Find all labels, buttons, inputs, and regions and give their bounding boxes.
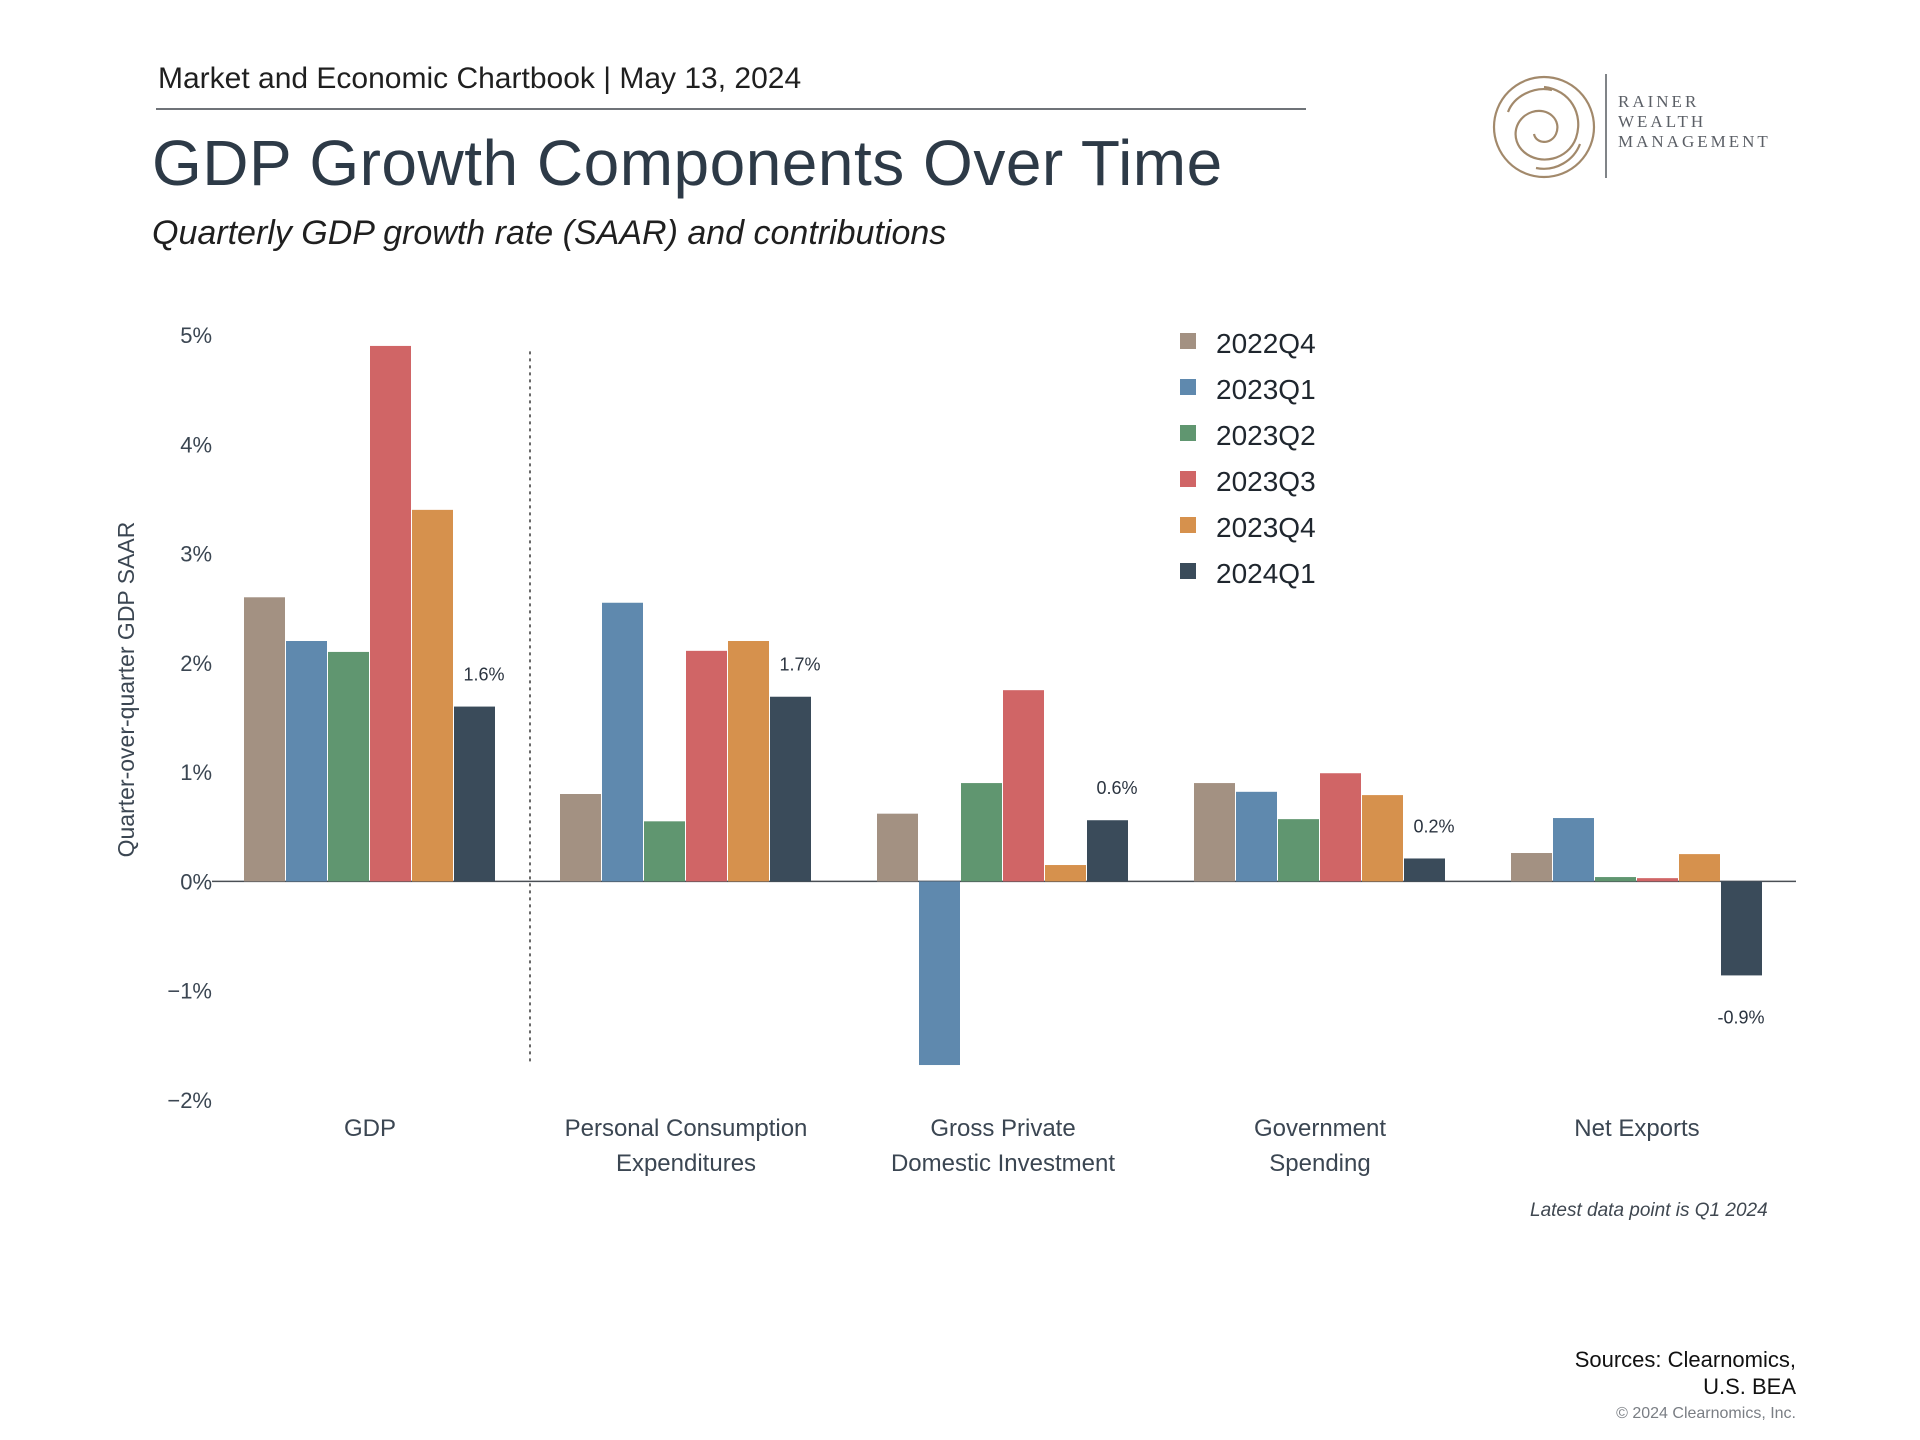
bar-2023q3 (1637, 878, 1678, 882)
latest-data-note: Latest data point is Q1 2024 (1530, 1200, 1768, 1221)
bar-2023q2 (961, 783, 1002, 882)
bar-2023q3 (1320, 773, 1361, 882)
legend-label-2023q4: 2023Q4 (1216, 512, 1316, 543)
data-label: 0.6% (1096, 778, 1137, 798)
bar-2023q4 (412, 509, 453, 882)
bar-2023q1 (919, 881, 960, 1066)
legend-swatch-2022q4 (1180, 333, 1196, 349)
bar-2023q1 (602, 602, 643, 882)
legend-label-2023q2: 2023Q2 (1216, 420, 1316, 451)
logo-line-1: RAINER (1618, 92, 1700, 111)
bar-2022q4 (244, 597, 285, 882)
y-tick-label: −2% (167, 1088, 212, 1113)
legend-label-2024q1: 2024Q1 (1216, 558, 1316, 589)
page-subtitle: Quarterly GDP growth rate (SAAR) and con… (152, 214, 947, 252)
y-tick-label: 4% (180, 432, 212, 457)
logo-line-3: MANAGEMENT (1618, 132, 1771, 151)
bar-2023q2 (328, 651, 369, 882)
bar-2024q1 (1087, 820, 1128, 882)
legend-swatch-2023q1 (1180, 379, 1196, 395)
bar-2023q4 (728, 641, 769, 882)
sources-text: Sources: Clearnomics, U.S. BEA (1575, 1346, 1796, 1400)
legend-swatch-2024q1 (1180, 563, 1196, 579)
bar-2024q1 (770, 696, 811, 882)
category-label: Gross Private (930, 1115, 1075, 1142)
sources-line-1: Sources: Clearnomics, (1574, 1347, 1796, 1372)
data-label: 0.2% (1413, 816, 1454, 836)
data-label: 1.6% (463, 665, 504, 685)
category-label: Spending (1269, 1150, 1370, 1177)
y-tick-label: −1% (167, 979, 212, 1004)
category-label: Domestic Investment (891, 1150, 1115, 1177)
bar-2022q4 (877, 813, 918, 882)
legend-swatch-2023q2 (1180, 425, 1196, 441)
legend-label-2022q4: 2022Q4 (1216, 328, 1316, 359)
legend-label-2023q3: 2023Q3 (1216, 466, 1316, 497)
bar-2023q3 (686, 650, 727, 882)
bar-2023q4 (1045, 865, 1086, 882)
bar-2023q2 (1595, 877, 1636, 882)
category-label: Net Exports (1574, 1115, 1699, 1142)
page-title: GDP Growth Components Over Time (152, 127, 1223, 199)
category-label: Expenditures (616, 1150, 756, 1177)
bar-2022q4 (1511, 853, 1552, 882)
category-label: Government (1254, 1115, 1386, 1142)
bar-2022q4 (560, 794, 601, 882)
bar-2023q3 (1003, 690, 1044, 882)
bar-2023q1 (1236, 791, 1277, 882)
logo-line-2: WEALTH (1618, 112, 1707, 131)
data-label: -0.9% (1717, 1007, 1764, 1027)
y-tick-label: 0% (180, 869, 212, 894)
y-tick-label: 5% (180, 323, 212, 348)
category-label: GDP (344, 1115, 396, 1142)
bar-2023q1 (1553, 818, 1594, 882)
bar-2023q2 (644, 821, 685, 882)
category-label: Personal Consumption (565, 1115, 808, 1142)
bar-2024q1 (1404, 858, 1445, 882)
legend-label-2023q1: 2023Q1 (1216, 374, 1316, 405)
rainer-wealth-logo-icon (1492, 74, 1607, 179)
bar-2023q2 (1278, 819, 1319, 882)
bar-2023q4 (1362, 795, 1403, 882)
bar-2023q1 (286, 641, 327, 882)
y-tick-label: 3% (180, 542, 212, 567)
data-label: 1.7% (779, 655, 820, 675)
header-divider (156, 108, 1306, 110)
copyright-text: © 2024 Clearnomics, Inc. (1616, 1405, 1796, 1422)
bar-2023q3 (370, 345, 411, 882)
y-tick-label: 1% (180, 760, 212, 785)
logo-wordmark: RAINER WEALTH MANAGEMENT (1618, 92, 1771, 152)
legend-swatch-2023q4 (1180, 517, 1196, 533)
y-axis-label: Quarter-over-quarter GDP SAAR (113, 522, 139, 858)
y-tick-label: 2% (180, 651, 212, 676)
bar-2022q4 (1194, 783, 1235, 882)
sources-line-2: U.S. BEA (1703, 1374, 1796, 1399)
chartbook-header: Market and Economic Chartbook | May 13, … (158, 62, 802, 95)
legend-swatch-2023q3 (1180, 471, 1196, 487)
bar-2023q4 (1679, 854, 1720, 882)
bar-2024q1 (454, 706, 495, 882)
bar-2024q1 (1721, 881, 1762, 976)
